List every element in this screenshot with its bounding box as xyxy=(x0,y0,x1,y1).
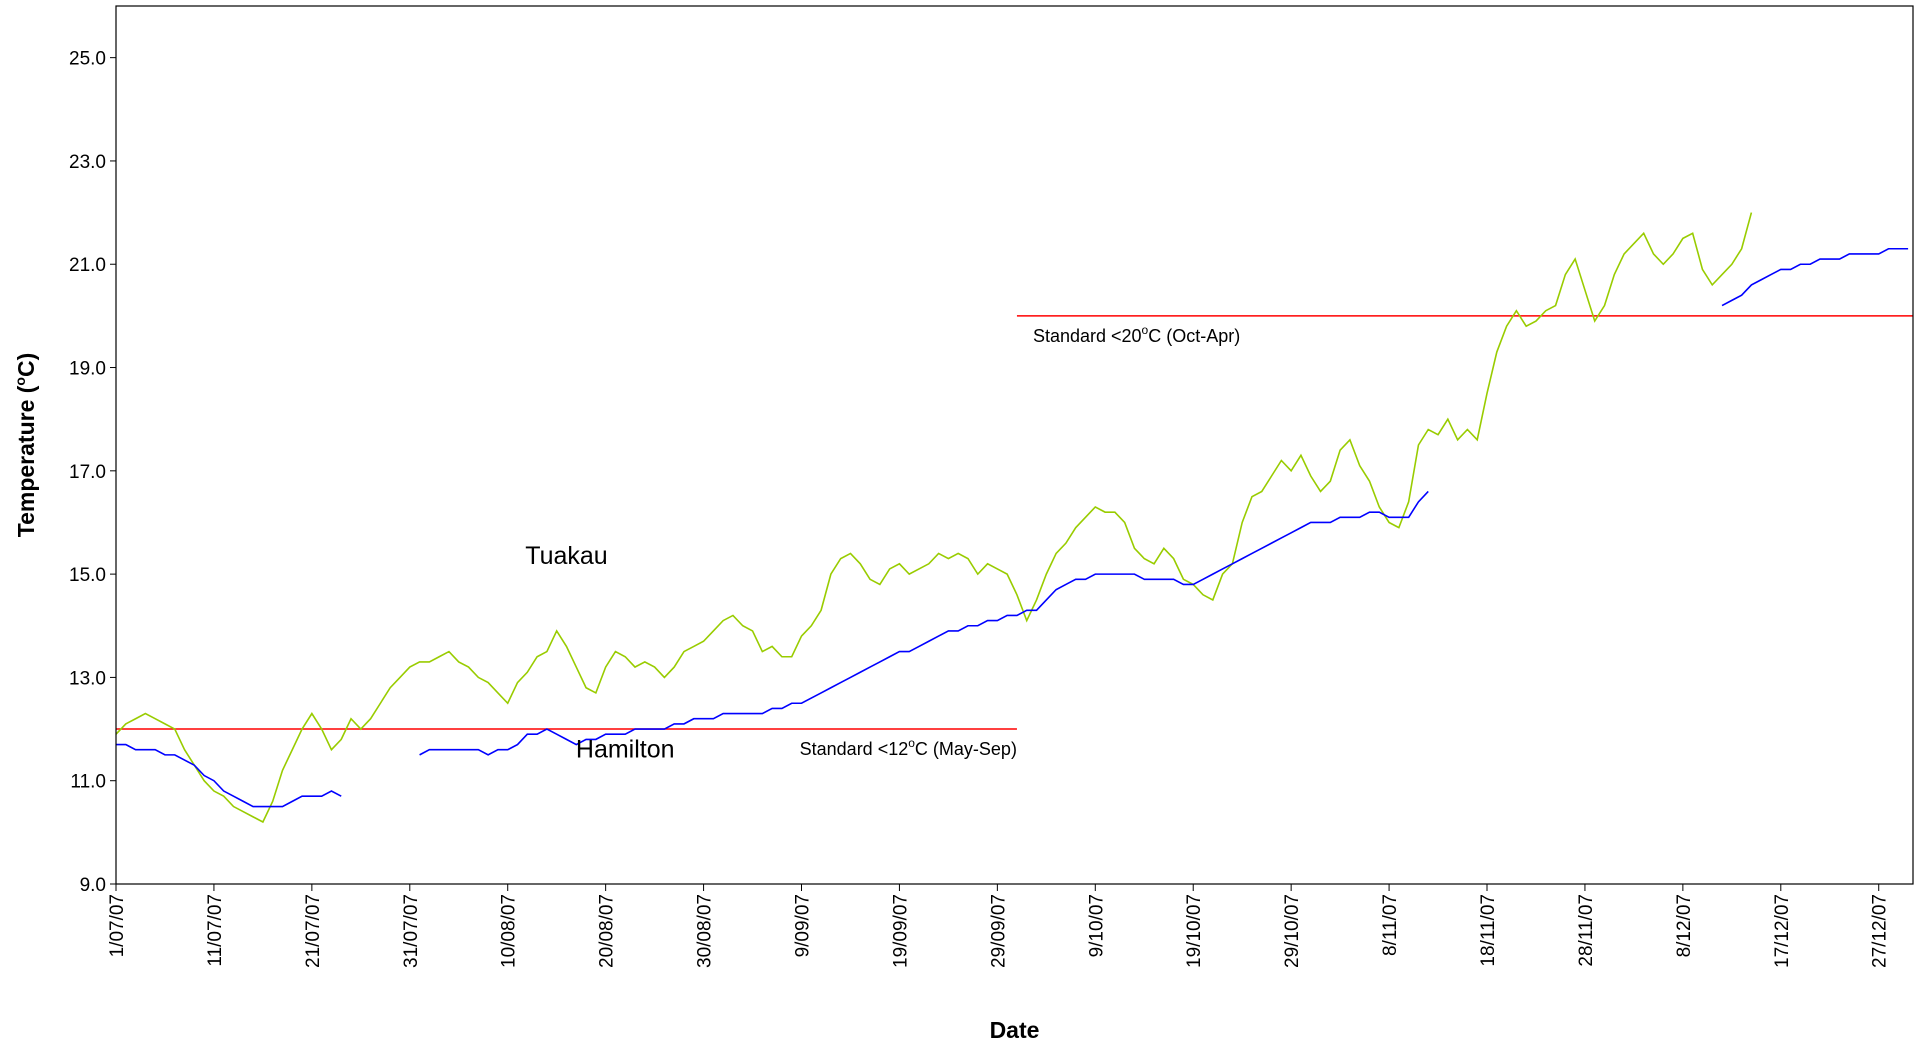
x-tick-label: 18/11/07 xyxy=(1478,894,1499,967)
reference-label: Standard <12oC (May-Sep) xyxy=(800,736,1017,759)
y-axis-title: Temperature (oC) xyxy=(12,353,39,538)
x-tick-label: 20/08/07 xyxy=(597,894,618,968)
series-name: Hamilton xyxy=(576,735,675,763)
x-tick-label: 9/10/07 xyxy=(1086,894,1107,957)
y-axis-title-sup: o xyxy=(12,377,28,386)
x-axis-title: Date xyxy=(990,1017,1040,1043)
x-tick-label: 8/12/07 xyxy=(1674,894,1695,957)
x-tick-label: 9/09/07 xyxy=(793,894,814,957)
y-tick-label: 23.0 xyxy=(69,152,106,173)
x-tick-label: 19/09/07 xyxy=(890,894,911,968)
reference-label-text: Standard <12 xyxy=(800,739,909,759)
x-tick-label: 10/08/07 xyxy=(499,894,520,968)
y-tick-label: 21.0 xyxy=(69,255,106,276)
series-line xyxy=(115,212,1753,824)
x-tick-label: 21/07/07 xyxy=(303,894,324,968)
x-tick-label: 8/11/07 xyxy=(1380,894,1401,956)
x-tick-label: 17/12/07 xyxy=(1772,894,1793,968)
y-axis-title-tail: C) xyxy=(13,353,39,377)
reference-label-tail: C (May-Sep) xyxy=(915,739,1017,759)
x-tick-label: 19/10/07 xyxy=(1184,894,1205,968)
y-tick-label: 11.0 xyxy=(70,772,106,793)
y-axis-title-text: Temperature ( xyxy=(13,385,39,537)
y-tick-label: 25.0 xyxy=(69,49,106,70)
y-tick-label: 15.0 xyxy=(69,565,106,586)
y-tick-label: 9.0 xyxy=(80,875,106,896)
x-tick-label: 27/12/07 xyxy=(1870,894,1891,968)
x-tick-label: 30/08/07 xyxy=(695,894,716,968)
series-line xyxy=(116,247,1909,808)
x-tick-label: 31/07/07 xyxy=(401,894,422,968)
reference-label-sup: o xyxy=(1142,323,1149,337)
y-tick-label: 13.0 xyxy=(69,668,106,689)
series-name: Tuakau xyxy=(525,542,607,570)
y-tick-label: 19.0 xyxy=(69,359,106,380)
x-tick-label: 11/07/07 xyxy=(205,894,226,967)
reference-label-text: Standard <20 xyxy=(1033,326,1142,346)
y-tick-label: 17.0 xyxy=(69,462,106,483)
reference-label: Standard <20oC (Oct-Apr) xyxy=(1033,323,1240,346)
x-tick-label: 29/09/07 xyxy=(988,894,1009,968)
x-tick-label: 1/07/07 xyxy=(107,894,128,957)
x-tick-label: 29/10/07 xyxy=(1282,894,1303,968)
reference-label-sup: o xyxy=(908,736,915,750)
plot-frame xyxy=(115,5,1914,885)
reference-label-tail: C (Oct-Apr) xyxy=(1148,326,1240,346)
x-tick-label: 28/11/07 xyxy=(1576,894,1597,967)
